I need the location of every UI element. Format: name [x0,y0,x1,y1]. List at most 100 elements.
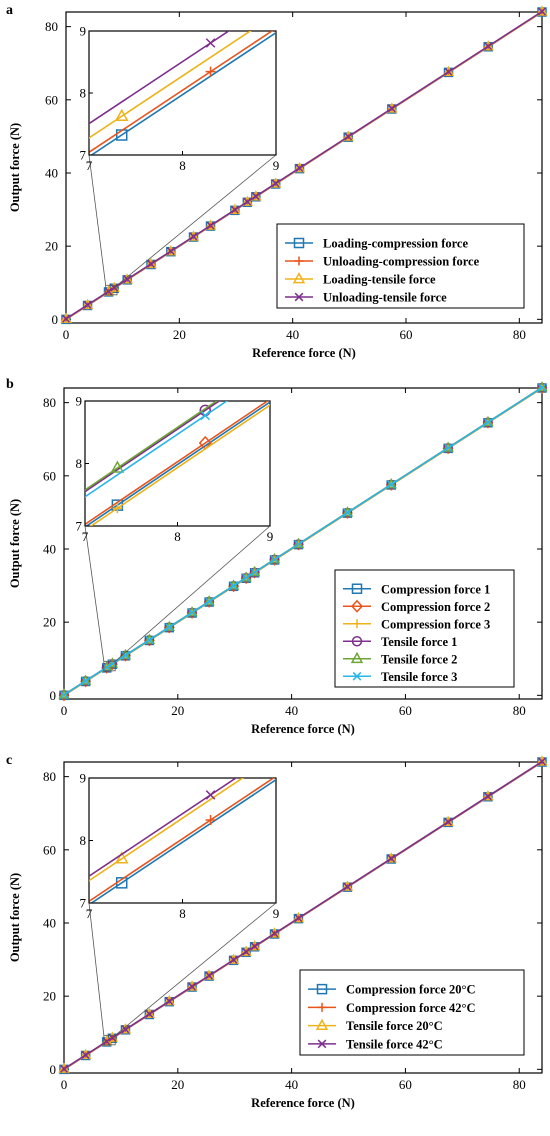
chart-panel-a: a 0 20 40 60 80 0 20 40 60 80 Reference force (N) Ou… [6,3,548,360]
y-tick-label: 40 [43,541,56,556]
inset-y-tick-label: 9 [80,771,87,786]
inset-connector [116,154,277,286]
y-tick-label: 80 [45,19,58,34]
legend-entry: Compression force 2 [381,600,490,614]
data-point [387,854,396,863]
x-axis-label: Reference force (N) [251,722,355,736]
legend-entry: Compression force 20°C [346,983,476,997]
inset-plot [89,778,276,903]
inset-data-point [114,851,129,864]
data-point [484,792,492,801]
panel-label: c [6,753,12,768]
x-tick-label: 80 [513,1077,526,1092]
inset-series-line [85,401,221,493]
data-point [123,275,132,284]
legend-marker [351,599,363,613]
inset-data-point [110,460,125,473]
inset-connector [88,154,107,286]
data-point [104,287,113,296]
inset-data-point [205,815,216,826]
y-tick-label: 60 [45,92,58,107]
inset-data-point [112,503,123,514]
data-point [242,573,251,582]
data-point [81,1051,90,1059]
x-tick-label: 80 [513,327,526,342]
data-point [251,192,260,201]
y-tick-label: 60 [43,468,56,483]
x-tick-label: 0 [61,703,68,718]
data-point [538,757,546,766]
data-point [250,942,259,951]
x-axis-label: Reference force (N) [251,1096,355,1110]
data-point [121,1025,130,1034]
data-point [229,955,238,964]
data-point [444,443,453,452]
data-point [538,7,546,16]
legend-marker [316,983,328,995]
legend-entry: Unloading-compression force [323,255,480,269]
inset-x-tick-label: 7 [82,529,89,544]
data-point [188,608,196,617]
inset-series-line [89,778,245,882]
y-tick-label: 40 [45,165,58,180]
inset-connector [114,902,277,1036]
data-point [270,929,279,938]
y-axis-label: Output force (N) [8,873,22,962]
data-point [343,508,352,517]
inset-series-line [89,778,275,903]
data-point [81,677,90,685]
inset-x-tick-label: 9 [273,906,280,921]
data-point [536,755,548,766]
inset-x-tick-label: 9 [273,158,280,173]
inset-data-point [114,108,129,121]
data-point [270,555,279,564]
data-point [294,914,303,923]
data-point [121,651,130,660]
data-point [444,818,453,826]
data-point [484,42,493,51]
inset-x-tick-label: 8 [174,529,181,544]
inset-plot [89,31,276,155]
inset-y-tick-label: 8 [76,456,83,471]
inset-x-tick-label: 8 [179,906,186,921]
inset-y-tick-label: 8 [80,86,87,101]
legend-box [276,223,525,309]
data-point [145,1010,154,1018]
legend-marker [292,272,306,284]
data-point [387,480,396,489]
chart-panel-b: b 0 20 40 60 80 0 20 40 60 80 Reference force (N) Ou… [6,377,548,736]
data-point [536,382,548,394]
inset-connector [88,902,105,1036]
inset-y-tick-label: 9 [80,24,87,39]
plot-frame [63,761,543,1074]
x-axis-label: Reference force (N) [252,346,356,360]
x-tick-label: 40 [286,327,299,342]
data-point [444,67,453,76]
data-point [165,623,174,632]
inset-y-tick-label: 8 [80,833,87,848]
legend-entry: Compression force 3 [381,617,490,631]
y-tick-label: 80 [43,395,56,410]
data-point [189,232,198,241]
plot-frame [63,387,543,700]
x-tick-label: 20 [171,1077,184,1092]
inset-series-line [85,401,219,491]
data-point [387,104,396,113]
data-point [271,179,280,188]
data-point [83,301,92,309]
inset-series-line [89,404,270,526]
inset-frame [88,30,277,156]
inset-data-point [205,66,216,77]
inset-series-line [85,401,229,498]
panel-label: b [6,377,14,392]
data-point [295,164,304,173]
panel-label: a [6,3,13,18]
legend-entry: Tensile force 42°C [346,1037,443,1051]
y-tick-label: 60 [43,842,56,857]
chart-panel-c: c 0 20 40 60 80 0 20 40 60 80 Reference force (N) Ou… [6,753,548,1110]
data-point [243,197,252,206]
legend-entry: Loading-compression force [323,237,468,251]
inset-x-tick-label: 9 [267,529,274,544]
inset-y-tick-label: 7 [80,148,87,163]
inset-plot [85,401,270,526]
